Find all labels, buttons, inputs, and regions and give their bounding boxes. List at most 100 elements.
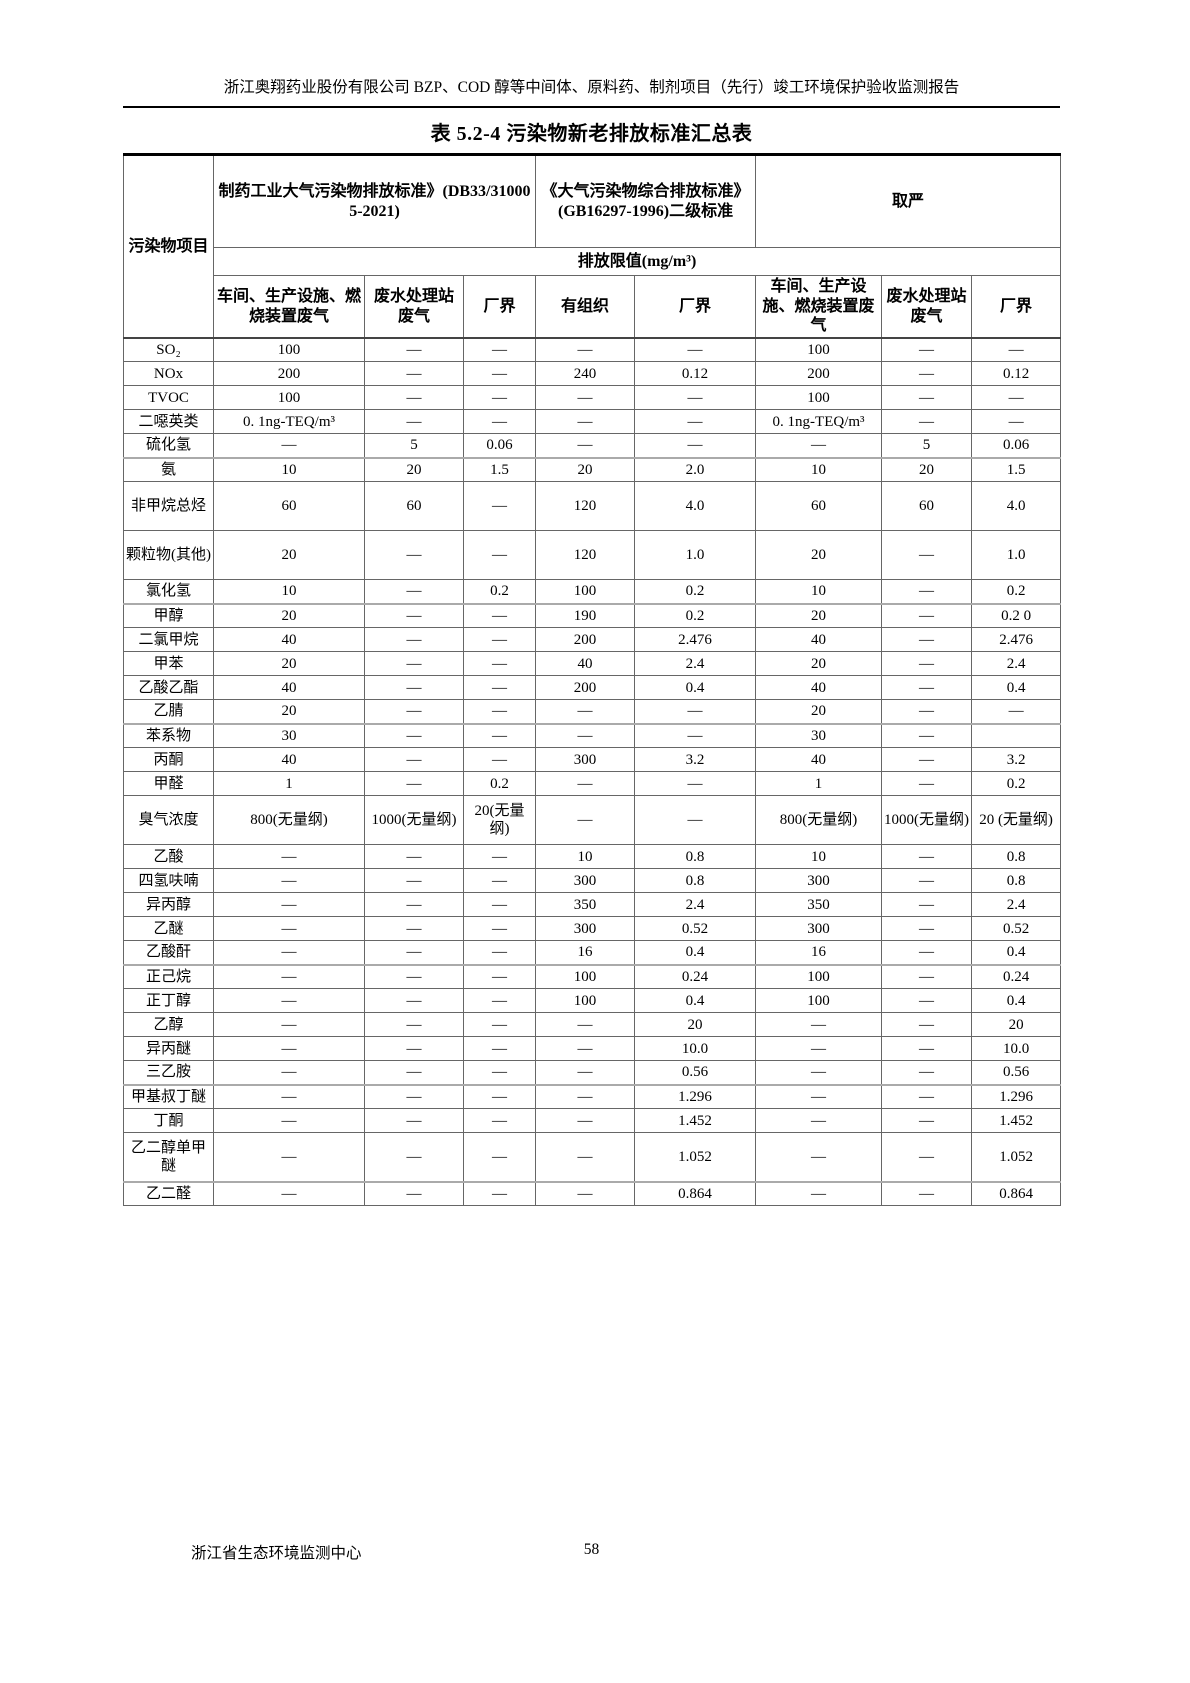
table-cell: — [971,336,1062,363]
table-cell: — [971,409,1062,435]
table-cell: 100 [535,988,636,1014]
pollutant-name: 硫化氢 [123,433,214,459]
limit-header: 排放限值(mg/m³) [212,247,1062,277]
table-cell: — [364,409,464,435]
table-cell: — [535,336,636,363]
table-cell: 20 [881,456,973,483]
table-cell: — [881,409,973,435]
header-row-sources: 车间、生产设施、燃烧装置废气 废水处理站废气 厂界 有组织 厂界 车间、生产设施、燃烧装置… [124,275,1062,339]
table-cell: 200 [535,627,636,653]
table-row: 二噁英类 0. 1ng-TEQ/m³ — — — —0. 1ng-TEQ/m³ — — [123,409,1062,435]
table-cell: 100 [755,336,883,363]
table-cell: — [364,651,464,677]
table-cell: — [462,940,537,966]
pollutant-name: 乙酸酐 [123,940,214,966]
table-cell: — [881,530,973,581]
table-cell: 30 [213,722,365,749]
header-row-limit: 排放限值(mg/m³) [124,247,1062,277]
table-cell: 0.4 [971,940,1062,966]
table-cell: — [634,722,757,749]
table-cell: 0.2 0 [971,602,1062,629]
table-cell: 40 [755,675,883,701]
table-cell: — [213,1180,365,1207]
table-cell: 10 [535,844,636,870]
table-cell: — [755,1036,883,1062]
table-cell: — [213,433,365,459]
table-row: 非甲烷总烃 60 60—120 4.0 60 60 4.0 [123,481,1062,532]
table-cell: 0.24 [634,963,757,990]
table-cell: 1 [755,771,883,797]
pollutant-name: 颗粒物(其他) [123,530,214,581]
table-cell: — [881,1012,973,1038]
table-cell: — [881,1132,973,1183]
table-cell: 10 [213,579,365,605]
table-row: 硫化氢 —5 0.06— — —5 0.06 [123,433,1062,459]
table-cell: — [755,1132,883,1183]
table-cell: 1.052 [634,1132,757,1183]
table-cell: — [881,627,973,653]
table-cell: — [213,940,365,966]
pollutant-name: 正己烷 [123,963,214,990]
table-cell: — [634,699,757,725]
pollutant-name: 异丙醇 [123,892,214,918]
table-cell: — [462,963,537,990]
header-row-groups: 污染物项目 制药工业大气污染物排放标准》(DB33/310005-2021) 《… [123,154,1062,339]
table-cell: — [881,336,973,363]
sub-header-2: 厂界 [462,275,537,339]
table-cell: — [881,868,973,894]
table-cell: — [213,844,365,870]
table-cell: 60 [213,481,365,532]
table-row: 颗粒物(其他) 20— —120 1.0 20—1.0 [123,530,1062,581]
table-row: 乙酸乙酯 40— —200 0.4 40—0.4 [123,675,1062,701]
table-cell: — [462,1180,537,1207]
table-cell: — [213,1083,365,1110]
table-cell: — [364,940,464,966]
pollutant-name: 甲醇 [123,602,214,629]
table-cell: 20 [364,456,464,483]
pollutant-name: 臭气浓度 [123,795,214,846]
pollutant-name: 丙酮 [123,747,214,773]
table-cell: 0. 1ng-TEQ/m³ [213,409,365,435]
table-cell: — [535,699,636,725]
table-cell: 0.12 [634,361,757,387]
table-cell: 120 [535,481,636,532]
table-cell: — [535,771,636,797]
table-cell: 100 [535,579,636,605]
table-cell: 0.8 [971,868,1062,894]
table-cell: — [213,892,365,918]
table-cell: 10 [755,844,883,870]
table-row: 甲苯 20— —40 2.4 20—2.4 [123,651,1062,677]
table-cell: — [755,433,883,459]
footer-organization: 浙江省生态环境监测中心 [191,1545,362,1562]
table-cell: — [881,1083,973,1110]
table-cell: 10 [755,456,883,483]
table-cell: — [364,1132,464,1183]
table-cell: — [634,771,757,797]
table-cell: 1.296 [634,1083,757,1110]
table-cell: 10.0 [634,1036,757,1062]
table-cell: 0.864 [634,1180,757,1207]
table-cell: 20 [213,530,365,581]
table-row: 二氯甲烷 40— —200 2.476 40—2.476 [123,627,1062,653]
table-cell: — [213,1108,365,1134]
table-cell: 1.452 [971,1108,1062,1134]
table-cell: 20 [634,1012,757,1038]
table-cell: 2.0 [634,456,757,483]
group-header-stricter: 取严 [755,154,1062,249]
table-cell: — [881,651,973,677]
table-cell: 350 [755,892,883,918]
table-cell: 100 [535,963,636,990]
table-row: 甲基叔丁醚 — — — —1.296— —1.296 [123,1083,1062,1110]
table-row: 乙腈 20— — — —20— — [123,699,1062,725]
table-cell: — [462,988,537,1014]
table-cell: 1.5 [462,456,537,483]
table-cell: — [462,916,537,942]
sub-header-6: 废水处理站废气 [881,275,973,339]
sub-header-3: 有组织 [535,275,636,339]
table-cell: — [462,722,537,749]
table-cell: 0.24 [971,963,1062,990]
table-cell: — [881,747,973,773]
pollutant-name: 甲醛 [123,771,214,797]
table-cell: — [462,1036,537,1062]
table-cell: — [364,868,464,894]
